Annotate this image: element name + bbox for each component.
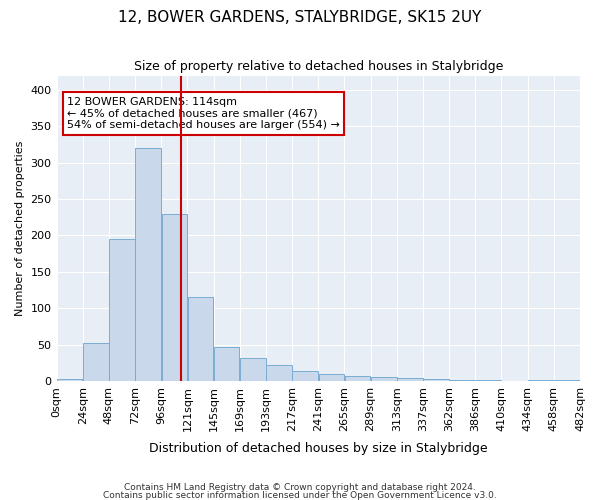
Bar bbox=[57, 380, 82, 381]
Bar bbox=[397, 378, 422, 381]
Y-axis label: Number of detached properties: Number of detached properties bbox=[15, 140, 25, 316]
Bar bbox=[240, 358, 266, 381]
Bar bbox=[449, 380, 475, 381]
Bar bbox=[109, 239, 135, 381]
Bar bbox=[188, 298, 214, 381]
Bar bbox=[476, 380, 501, 381]
Text: Contains public sector information licensed under the Open Government Licence v3: Contains public sector information licen… bbox=[103, 490, 497, 500]
Bar bbox=[161, 214, 187, 381]
Text: 12 BOWER GARDENS: 114sqm
← 45% of detached houses are smaller (467)
54% of semi-: 12 BOWER GARDENS: 114sqm ← 45% of detach… bbox=[67, 97, 340, 130]
Bar bbox=[292, 370, 318, 381]
Bar bbox=[319, 374, 344, 381]
Bar bbox=[136, 148, 161, 381]
Text: 12, BOWER GARDENS, STALYBRIDGE, SK15 2UY: 12, BOWER GARDENS, STALYBRIDGE, SK15 2UY bbox=[118, 10, 482, 25]
Text: Contains HM Land Registry data © Crown copyright and database right 2024.: Contains HM Land Registry data © Crown c… bbox=[124, 483, 476, 492]
Bar bbox=[554, 380, 580, 381]
Title: Size of property relative to detached houses in Stalybridge: Size of property relative to detached ho… bbox=[134, 60, 503, 73]
Bar bbox=[214, 348, 239, 381]
Bar bbox=[528, 380, 554, 381]
Bar bbox=[266, 365, 292, 381]
Bar bbox=[83, 343, 109, 381]
Bar bbox=[423, 380, 449, 381]
X-axis label: Distribution of detached houses by size in Stalybridge: Distribution of detached houses by size … bbox=[149, 442, 488, 455]
Bar bbox=[345, 376, 370, 381]
Bar bbox=[371, 378, 397, 381]
